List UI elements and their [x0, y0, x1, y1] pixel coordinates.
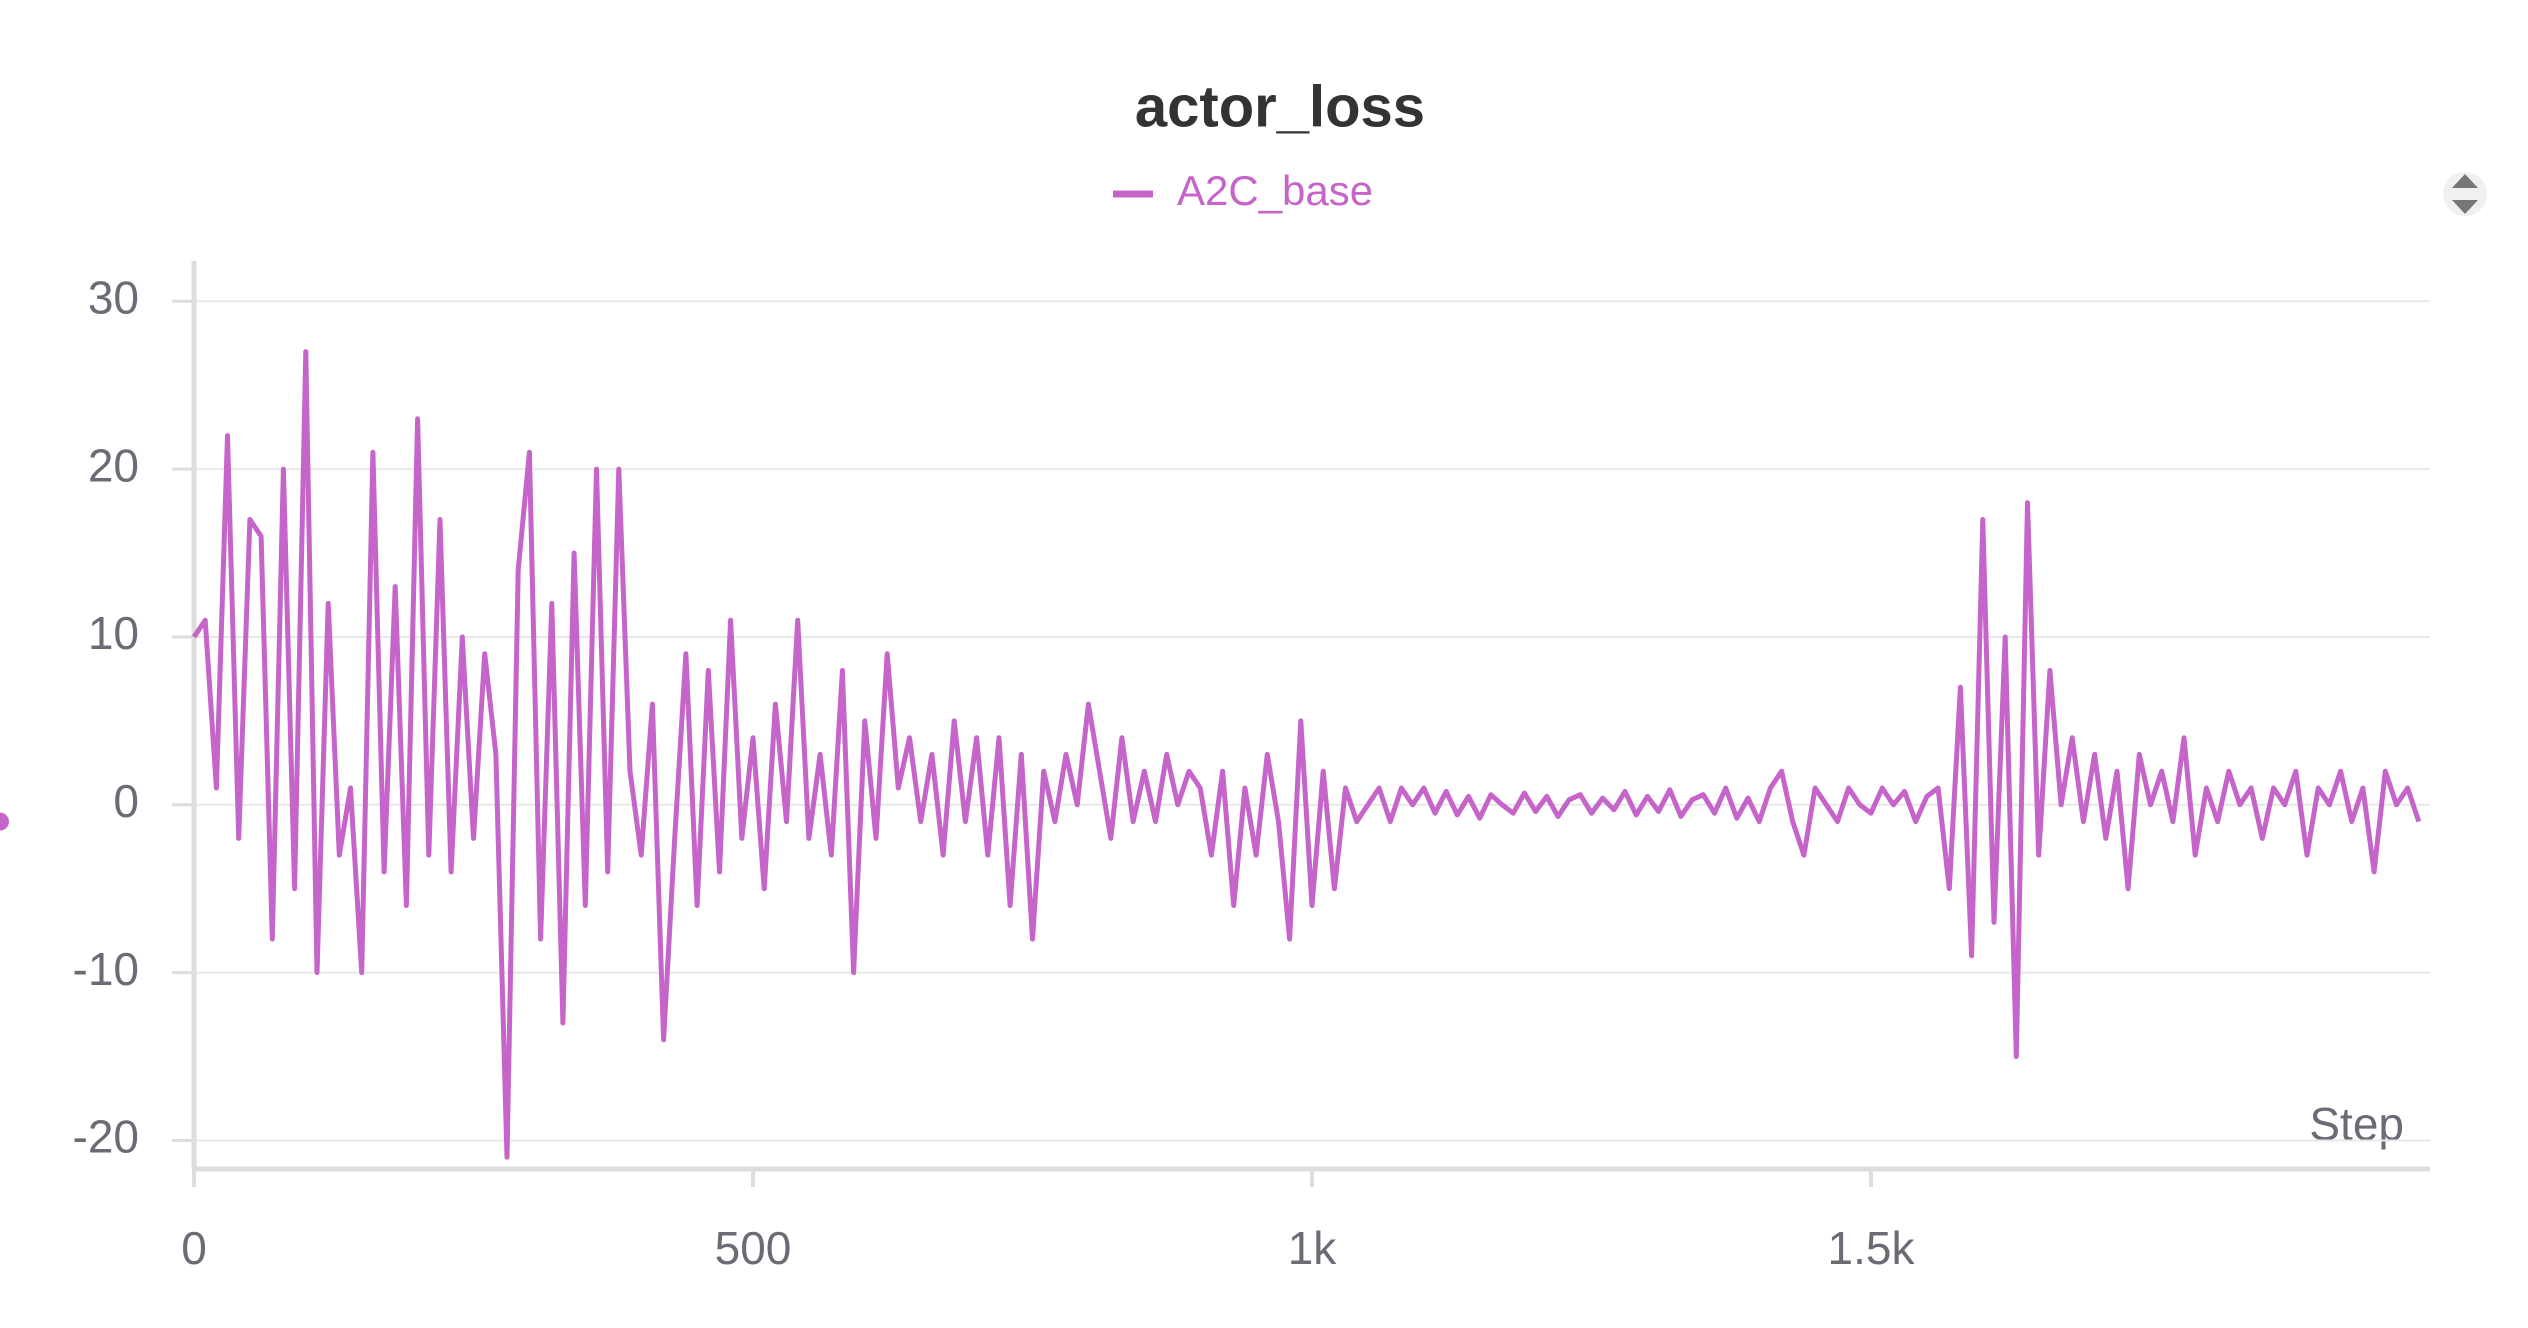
x-axis-label: Step [2309, 1098, 2404, 1150]
y-tick-label: 10 [88, 607, 139, 659]
x-tick-label: 1k [1288, 1222, 1338, 1274]
y-tick-label: -10 [73, 943, 139, 995]
x-tick-label: 0 [181, 1222, 207, 1274]
menu-icon[interactable] [2443, 172, 2487, 216]
chart-title: actor_loss [1135, 74, 1425, 139]
end-point [0, 812, 9, 831]
y-tick-label: 20 [88, 439, 139, 491]
y-tick-label: 0 [113, 775, 139, 827]
series-line [191, 349, 2422, 1160]
x-tick-label: 500 [715, 1222, 792, 1274]
legend-label: A2C_base [1177, 167, 1373, 214]
y-tick-label: -20 [73, 1111, 139, 1163]
y-tick-label: 30 [88, 271, 139, 323]
x-tick-label: 1.5k [1828, 1222, 1916, 1274]
